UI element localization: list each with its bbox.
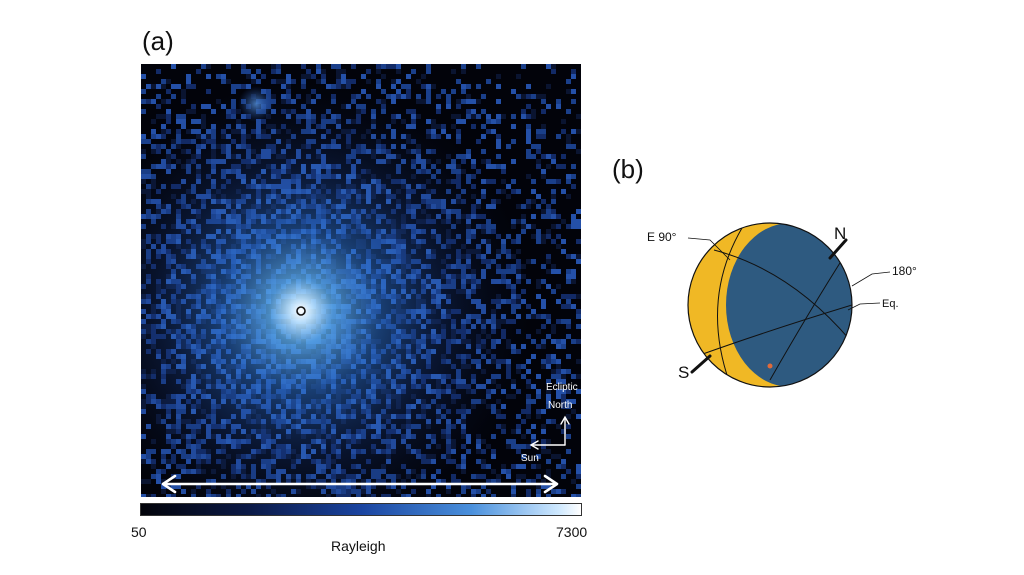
- globe-equator-label: Eq.: [882, 298, 899, 310]
- scale-bar-arrow: [161, 474, 559, 494]
- nucleus-marker: [296, 306, 306, 316]
- meridian-180: [769, 254, 846, 381]
- south-pole-axis: [690, 354, 712, 374]
- scale-bar-label: 600,000 km: [450, 524, 529, 541]
- north-pole-axis: [828, 238, 848, 260]
- comet-hydrogen-image: 600,000 km: [141, 64, 581, 541]
- globe-e90-label: E 90°: [647, 230, 677, 244]
- leader-e90: [687, 237, 731, 261]
- colorbar-unit-label: Rayleigh: [331, 538, 386, 554]
- leader-180: [851, 271, 891, 287]
- panel-b-label: (b): [612, 154, 644, 184]
- background-source-blob: [141, 64, 581, 497]
- globe-180-label: 180°: [892, 264, 917, 278]
- colorbar-max-label: 7300: [556, 524, 588, 540]
- compass-sun-label: Sun: [521, 453, 539, 464]
- latitude-line: [713, 249, 851, 341]
- night-side: [726, 223, 852, 387]
- compass-ecliptic-label: Ecliptic: [546, 382, 578, 393]
- equator-line: [699, 304, 852, 356]
- compass-north-label: North: [548, 400, 573, 411]
- colorbar-min-label: 50: [131, 524, 147, 540]
- globe-south-label: S: [678, 363, 690, 382]
- meridian-e90: [717, 227, 743, 385]
- compass-arrows: [529, 415, 570, 450]
- comet-orientation-globe: [687, 222, 891, 388]
- leader-eq: [847, 302, 881, 311]
- globe-north-label: N: [834, 224, 847, 243]
- sub-observer-marker: [767, 363, 773, 369]
- globe-outline: [687, 222, 853, 388]
- emission-map: [141, 64, 581, 497]
- panel-a-label: (a): [142, 26, 174, 56]
- intensity-colorbar: [140, 503, 582, 516]
